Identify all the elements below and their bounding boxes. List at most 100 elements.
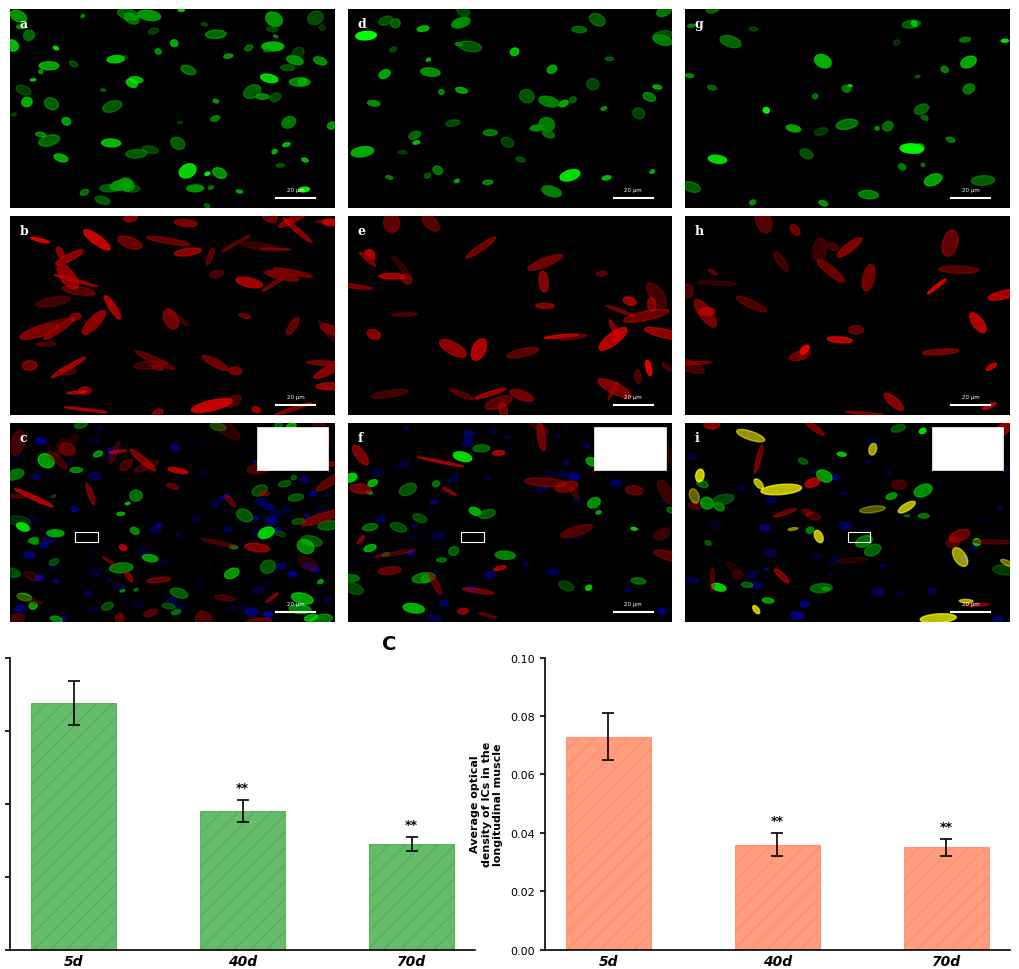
Circle shape [574, 499, 580, 503]
Ellipse shape [260, 560, 275, 574]
Ellipse shape [180, 66, 196, 76]
Circle shape [114, 584, 124, 590]
Circle shape [435, 533, 445, 539]
Ellipse shape [364, 545, 376, 552]
Ellipse shape [202, 356, 228, 371]
Circle shape [927, 589, 935, 594]
Ellipse shape [891, 425, 905, 433]
Ellipse shape [918, 428, 925, 434]
Ellipse shape [95, 197, 110, 205]
Circle shape [309, 492, 317, 496]
Circle shape [210, 501, 220, 508]
Circle shape [236, 514, 240, 516]
Ellipse shape [471, 339, 486, 360]
Ellipse shape [245, 544, 269, 552]
Ellipse shape [215, 595, 235, 602]
Ellipse shape [519, 90, 534, 104]
Ellipse shape [874, 127, 878, 131]
Ellipse shape [923, 174, 941, 187]
Ellipse shape [798, 458, 807, 465]
Ellipse shape [409, 132, 420, 141]
Circle shape [691, 579, 698, 583]
Ellipse shape [244, 85, 261, 100]
Circle shape [871, 588, 883, 596]
Ellipse shape [868, 444, 876, 455]
Ellipse shape [609, 447, 629, 455]
Ellipse shape [278, 482, 290, 487]
Ellipse shape [133, 589, 139, 591]
Ellipse shape [842, 86, 850, 93]
Ellipse shape [898, 165, 905, 171]
Ellipse shape [70, 468, 83, 473]
Ellipse shape [265, 271, 299, 282]
Ellipse shape [417, 457, 464, 467]
Circle shape [325, 494, 330, 497]
Ellipse shape [559, 335, 586, 341]
Ellipse shape [54, 275, 98, 288]
Circle shape [354, 454, 358, 456]
Circle shape [277, 564, 286, 570]
Ellipse shape [56, 247, 64, 259]
Ellipse shape [57, 266, 78, 290]
Circle shape [828, 574, 833, 576]
Ellipse shape [242, 243, 279, 252]
Ellipse shape [312, 422, 329, 447]
Ellipse shape [56, 251, 83, 266]
Ellipse shape [86, 484, 95, 505]
Ellipse shape [223, 55, 232, 59]
Ellipse shape [814, 129, 826, 137]
Circle shape [255, 499, 267, 506]
Ellipse shape [424, 174, 430, 179]
Ellipse shape [202, 539, 237, 547]
Ellipse shape [81, 16, 85, 18]
Ellipse shape [653, 550, 689, 563]
Ellipse shape [299, 79, 306, 86]
Ellipse shape [921, 350, 958, 356]
Ellipse shape [421, 576, 430, 583]
Circle shape [224, 494, 229, 497]
Text: **: ** [236, 781, 249, 795]
Ellipse shape [445, 121, 460, 127]
Circle shape [371, 469, 383, 477]
Ellipse shape [344, 583, 363, 595]
Text: i: i [694, 431, 699, 444]
Ellipse shape [524, 416, 548, 435]
Ellipse shape [3, 568, 20, 578]
Ellipse shape [786, 126, 800, 133]
Ellipse shape [704, 541, 710, 546]
Circle shape [625, 589, 631, 593]
Ellipse shape [449, 390, 473, 400]
Circle shape [1005, 467, 1012, 471]
Ellipse shape [314, 359, 350, 379]
Ellipse shape [276, 532, 285, 537]
Circle shape [408, 551, 414, 555]
Circle shape [107, 578, 111, 580]
Ellipse shape [558, 101, 568, 108]
Ellipse shape [837, 238, 861, 258]
Circle shape [15, 454, 21, 458]
Ellipse shape [816, 261, 844, 283]
Ellipse shape [174, 249, 201, 257]
Ellipse shape [685, 75, 693, 78]
Circle shape [659, 501, 663, 503]
Circle shape [556, 471, 569, 478]
Ellipse shape [316, 470, 350, 491]
Ellipse shape [858, 191, 877, 200]
Ellipse shape [420, 69, 439, 78]
Ellipse shape [604, 58, 613, 61]
Ellipse shape [8, 516, 31, 526]
Ellipse shape [836, 558, 867, 563]
Text: 20 μm: 20 μm [286, 394, 305, 399]
Ellipse shape [266, 593, 278, 603]
Ellipse shape [66, 436, 78, 443]
Ellipse shape [276, 165, 284, 168]
Ellipse shape [864, 545, 880, 556]
Ellipse shape [804, 421, 823, 436]
Circle shape [58, 616, 67, 622]
Circle shape [90, 439, 100, 445]
Ellipse shape [454, 180, 459, 183]
Ellipse shape [44, 319, 74, 340]
Ellipse shape [316, 219, 351, 224]
Ellipse shape [458, 42, 481, 52]
Ellipse shape [816, 471, 832, 483]
